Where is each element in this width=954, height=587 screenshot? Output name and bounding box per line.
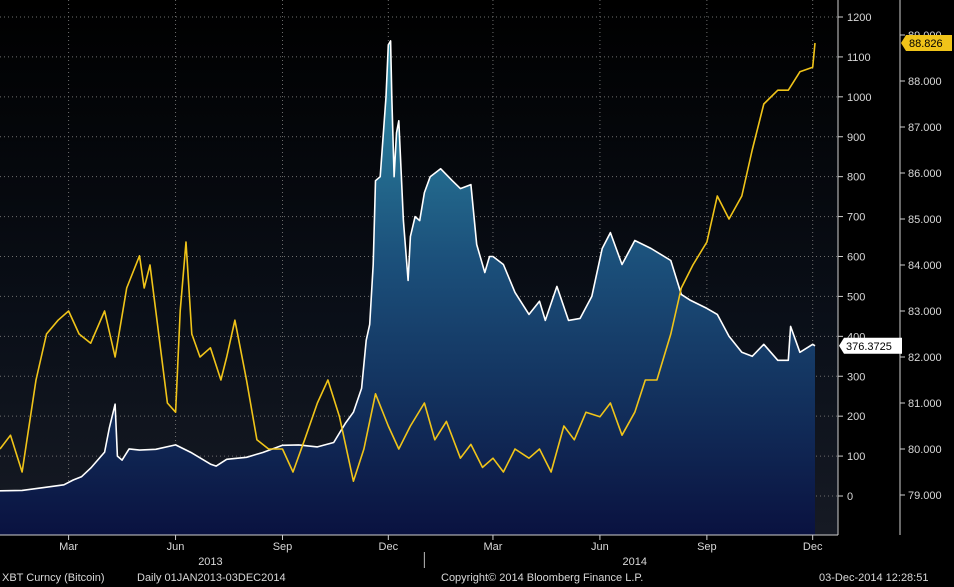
footer-bar: XBT Curncy (Bitcoin) Daily 01JAN2013-03D…	[0, 569, 954, 587]
left-tick-label: 900	[847, 132, 865, 144]
timestamp-label: 03-Dec-2014 12:28:51	[819, 572, 929, 584]
bitcoin-area-fill	[0, 40, 815, 536]
right-tick-label: 84.000	[908, 260, 942, 272]
x-tick-label: Dec	[803, 541, 823, 553]
right-tick-label: 82.000	[908, 352, 942, 364]
left-tick-label: 800	[847, 172, 865, 184]
frequency-label: Daily 01JAN2013-03DEC2014	[137, 572, 286, 584]
gold-last-value-box	[901, 35, 952, 52]
x-tick-label: Sep	[697, 541, 717, 553]
gold-series-line	[0, 42, 816, 482]
ticker-label: XBT Curncy (Bitcoin)	[2, 572, 105, 584]
bitcoin-price-line	[0, 40, 816, 492]
x-tick-label: Mar	[59, 541, 78, 553]
right-tick-label: 87.000	[908, 122, 942, 134]
left-tick-label: 600	[847, 252, 865, 264]
copyright-label: Copyright© 2014 Bloomberg Finance L.P.	[441, 572, 644, 584]
left-tick-label: 0	[847, 491, 853, 503]
x-tick-label: Jun	[167, 541, 185, 553]
right-tick-label: 79.000	[908, 490, 942, 502]
last-value-labels: 88.826 376.3725	[839, 35, 952, 354]
right-tick-label: 86.000	[908, 168, 942, 180]
right-tick-label: 88.000	[908, 76, 942, 88]
gold-last-value: 88.826	[909, 38, 943, 50]
left-tick-label: 200	[847, 411, 865, 423]
left-tick-label: 100	[847, 451, 865, 463]
x-tick-label: Sep	[273, 541, 293, 553]
left-tick-label: 1200	[847, 12, 871, 24]
left-tick-label: 300	[847, 371, 865, 383]
left-tick-label: 500	[847, 291, 865, 303]
x-axis-ticks: Mar Jun Sep Dec Mar Jun Sep Dec 2013 2014	[59, 535, 823, 568]
right-tick-label: 81.000	[908, 398, 942, 410]
left-tick-label: 700	[847, 212, 865, 224]
left-tick-label: 1000	[847, 92, 871, 104]
x-tick-label: Mar	[483, 541, 502, 553]
right-tick-label: 80.000	[908, 444, 942, 456]
right-axis-ticks: 89.00088.00087.00086.00085.00084.00083.0…	[899, 0, 942, 535]
x-tick-label: Jun	[591, 541, 609, 553]
x-tick-label: Dec	[379, 541, 399, 553]
year-label: 2014	[623, 556, 647, 568]
bitcoin-last-value: 376.3725	[846, 341, 892, 353]
right-tick-label: 83.000	[908, 306, 942, 318]
right-tick-label: 85.000	[908, 214, 942, 226]
left-tick-label: 1100	[847, 52, 871, 64]
bitcoin-last-value-box	[839, 337, 902, 354]
year-label: 2013	[198, 556, 222, 568]
